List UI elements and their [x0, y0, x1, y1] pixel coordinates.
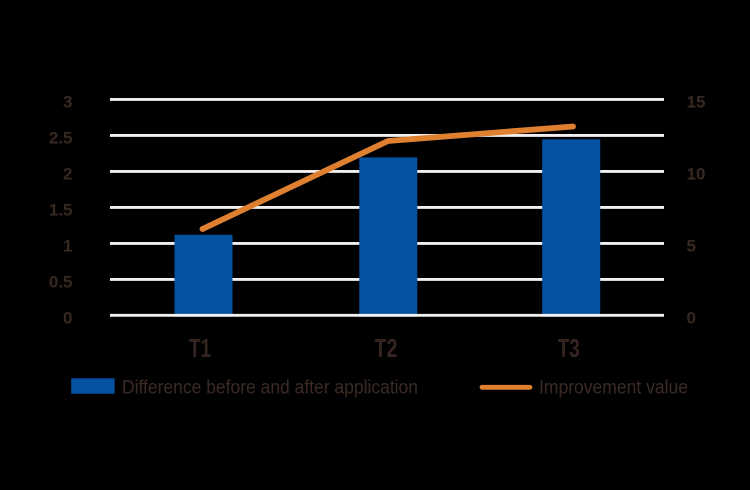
svg-text:Improvement value: Improvement value	[539, 378, 688, 399]
svg-text:T1: T1	[189, 333, 211, 363]
svg-text:3: 3	[63, 92, 72, 111]
svg-text:10: 10	[687, 164, 706, 183]
svg-text:0: 0	[63, 308, 72, 327]
svg-text:0.5: 0.5	[49, 272, 73, 291]
svg-text:T2: T2	[375, 333, 398, 363]
svg-text:1.5: 1.5	[49, 200, 73, 219]
svg-text:2: 2	[63, 164, 72, 183]
svg-text:Difference before and after ap: Difference before and after application	[122, 378, 418, 399]
svg-text:2.5: 2.5	[49, 128, 73, 147]
svg-text:T3: T3	[558, 333, 580, 363]
svg-text:5: 5	[687, 236, 696, 255]
svg-text:1: 1	[63, 236, 72, 255]
svg-text:15: 15	[687, 92, 706, 111]
svg-text:0: 0	[687, 308, 696, 327]
